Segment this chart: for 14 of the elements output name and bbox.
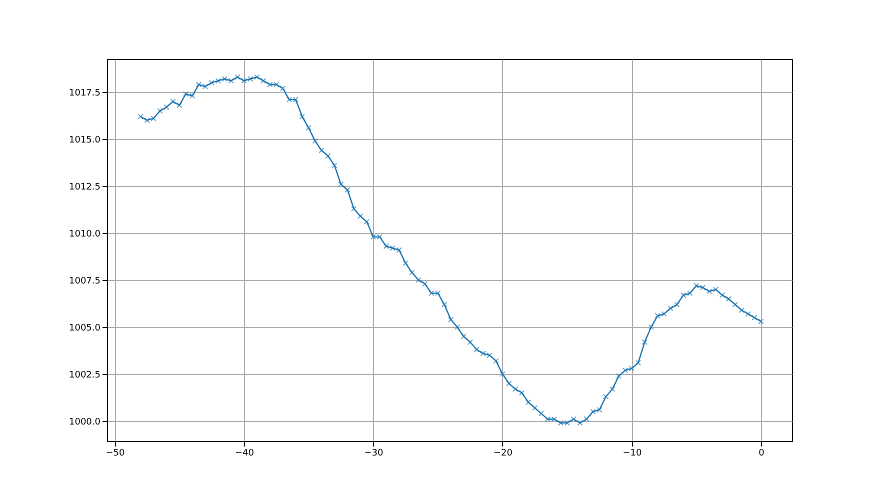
x-tick-label: −10 [622, 448, 642, 458]
x-tick-label: −30 [364, 448, 384, 458]
y-tick-label: 1002.5 [69, 370, 100, 381]
y-tick-label: 1012.5 [69, 182, 100, 193]
y-tick-label: 1015.0 [69, 136, 101, 146]
y-tick-label: 1017.5 [69, 88, 100, 99]
x-tick-label: −40 [235, 448, 254, 458]
x-tick-label: 0 [758, 448, 765, 458]
y-tick-label: 1010.0 [69, 230, 101, 240]
y-tick-label: 1007.5 [69, 276, 100, 287]
y-tick-label: 1000.0 [69, 418, 101, 428]
x-tick-label: −50 [106, 448, 126, 458]
x-tick-label: −20 [493, 448, 513, 458]
y-tick-label: 1005.0 [69, 324, 101, 334]
